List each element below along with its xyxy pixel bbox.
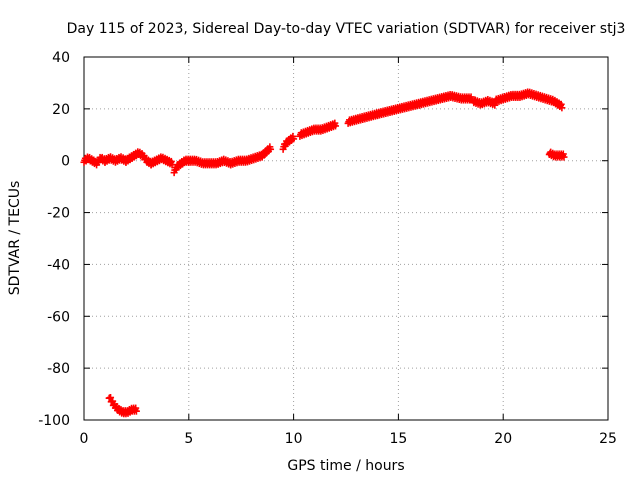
y-axis-label: SDTVAR / TECUs — [7, 181, 23, 296]
axis-ticks — [83, 56, 609, 421]
x-tick-label: 5 — [184, 431, 193, 447]
data-point — [332, 122, 340, 130]
data-point — [267, 145, 275, 153]
x-tick-label: 20 — [494, 431, 512, 447]
y-tick-label: -40 — [47, 257, 70, 273]
y-tick-labels: -100 -80 -60 -40 -20 0 20 40 — [38, 50, 70, 429]
y-tick-label: -80 — [47, 361, 70, 377]
x-axis-label: GPS time / hours — [287, 458, 404, 474]
grid-lines — [84, 57, 608, 420]
x-tick-label: 15 — [389, 431, 407, 447]
y-tick-label: 40 — [52, 50, 70, 66]
chart-title: Day 115 of 2023, Sidereal Day-to-day VTE… — [67, 21, 626, 37]
data-point — [558, 104, 566, 112]
plot-frame — [83, 56, 609, 421]
data-point — [290, 135, 298, 143]
y-tick-label: -20 — [47, 206, 70, 222]
x-tick-label: 0 — [80, 431, 89, 447]
data-point — [132, 407, 140, 415]
y-tick-label: -60 — [47, 309, 70, 325]
data-point — [560, 153, 568, 161]
y-tick-label: 0 — [61, 154, 70, 170]
x-tick-label: 10 — [285, 431, 303, 447]
y-tick-label: 20 — [52, 102, 70, 118]
x-tick-labels: 0 5 10 15 20 25 — [80, 431, 617, 447]
y-tick-label: -100 — [38, 413, 70, 429]
x-tick-label: 25 — [599, 431, 617, 447]
data-points — [80, 88, 568, 418]
